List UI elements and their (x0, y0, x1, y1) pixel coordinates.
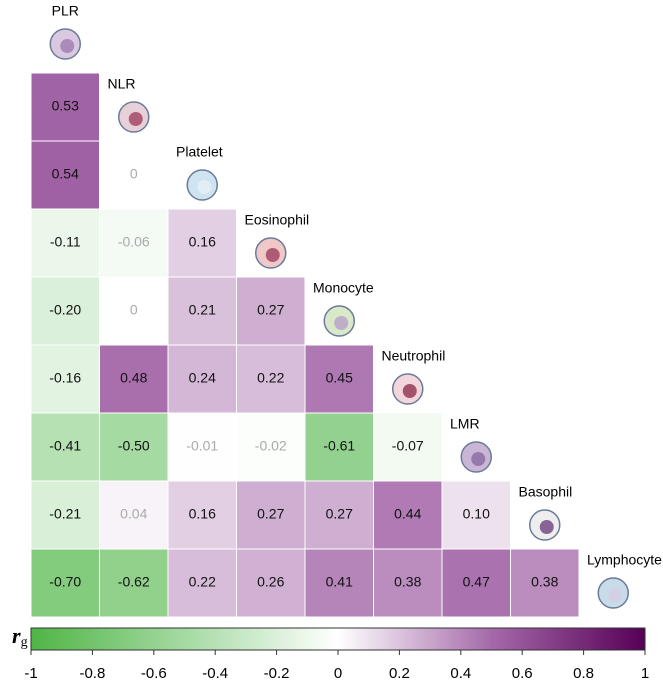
cell (167, 276, 237, 346)
cell-label: 0.26 (257, 574, 284, 590)
cell (99, 344, 169, 414)
cell (167, 344, 237, 414)
colorbar-tick-label: 0.4 (450, 665, 471, 682)
cell-label: 0.22 (189, 574, 216, 590)
cell-label: 0 (130, 166, 138, 182)
diagonal-label: Neutrophil (382, 348, 446, 364)
cell (236, 480, 306, 550)
cell-label: 0.27 (257, 302, 284, 318)
cell-icon-core (608, 588, 623, 602)
cell-label: -0.07 (392, 438, 424, 454)
cell-icon-core (334, 316, 349, 330)
cell (236, 548, 306, 618)
cell (373, 412, 443, 482)
cell-label: 0.48 (120, 370, 147, 386)
cell (304, 548, 374, 618)
diagonal-label: Platelet (176, 144, 223, 160)
cell (441, 480, 511, 550)
cell (236, 276, 306, 346)
diagonal-label: Monocyte (313, 280, 374, 296)
colorbar-tick-label: -0.8 (79, 665, 105, 682)
cell-label: 0.27 (326, 506, 353, 522)
cell (99, 548, 169, 618)
cell-label: -0.50 (118, 438, 150, 454)
cell-label: 0.04 (120, 506, 147, 522)
diagonal-label: Basophil (519, 484, 573, 500)
cell-label: 0.27 (257, 506, 284, 522)
cell-label: -0.06 (118, 234, 150, 250)
cell-label: -0.41 (49, 438, 81, 454)
cell-icon-core (402, 384, 417, 398)
cell-label: 0.16 (189, 506, 216, 522)
cell-label: 0.22 (257, 370, 284, 386)
cell (510, 548, 580, 618)
colorbar-label-main: r (12, 623, 21, 648)
diagonal-label: LMR (450, 416, 480, 432)
colorbar-tick-label: 0.6 (512, 665, 533, 682)
cell (373, 548, 443, 618)
cell-icon-core (471, 452, 486, 466)
cell-label: 0.53 (52, 98, 79, 114)
colorbar-tick-label: -0.6 (141, 665, 167, 682)
cell (304, 412, 374, 482)
cell (30, 140, 100, 210)
cell-label: -0.20 (49, 302, 81, 318)
cell (441, 548, 511, 618)
cell-icon-core (197, 180, 212, 194)
cell-label: 0.54 (52, 166, 79, 182)
cell-label: 0.45 (326, 370, 353, 386)
cell (30, 548, 100, 618)
cell-icon-core (128, 112, 143, 126)
cell-label: 0.44 (394, 506, 421, 522)
cell (236, 412, 306, 482)
cell-label: 0.38 (531, 574, 558, 590)
cell (373, 480, 443, 550)
cell (304, 344, 374, 414)
diagonal-label: Eosinophil (245, 212, 310, 228)
cell-label: -0.62 (118, 574, 150, 590)
diagonal-label: NLR (108, 76, 136, 92)
cell-label: -0.11 (50, 234, 81, 250)
cell (167, 412, 237, 482)
cell-label: 0.21 (189, 302, 216, 318)
colorbar-tick-label: 0.2 (389, 665, 410, 682)
cell (99, 412, 169, 482)
cell (167, 480, 237, 550)
cell-label: 0.24 (189, 370, 216, 386)
colorbar (30, 627, 646, 651)
cell-icon-core (539, 520, 554, 534)
cell-label: 0.41 (326, 574, 353, 590)
cell (304, 480, 374, 550)
diagonal-label: Lymphocyte (587, 552, 662, 568)
cell (99, 140, 169, 210)
colorbar-label-sub: g (21, 635, 28, 650)
colorbar-tick-label: 1 (641, 665, 649, 682)
colorbar-tick-label: 0 (334, 665, 342, 682)
colorbar-label: rg (12, 623, 28, 650)
cell-label: -0.61 (323, 438, 355, 454)
cell-label: -0.70 (49, 574, 81, 590)
cell-label: 0.16 (189, 234, 216, 250)
cell-label: 0 (130, 302, 138, 318)
diagonal-label: PLR (52, 3, 79, 19)
cell-label: 0.47 (463, 574, 490, 590)
cell (30, 412, 100, 482)
cell-label: -0.02 (255, 438, 287, 454)
cell-label: -0.01 (186, 438, 218, 454)
colorbar-tick-label: -0.2 (264, 665, 290, 682)
cell (99, 480, 169, 550)
cell (30, 344, 100, 414)
cell-label: -0.16 (49, 370, 81, 386)
cell-icon-core (265, 248, 280, 262)
colorbar-tick-label: -0.4 (202, 665, 228, 682)
colorbar-tick-label: 0.8 (573, 665, 594, 682)
cell (99, 276, 169, 346)
colorbar-tick-label: -1 (24, 665, 37, 682)
cell-label: 0.38 (394, 574, 421, 590)
cell-label: 0.10 (463, 506, 490, 522)
cell-label: -0.21 (49, 506, 81, 522)
cell-icon-core (60, 39, 75, 53)
